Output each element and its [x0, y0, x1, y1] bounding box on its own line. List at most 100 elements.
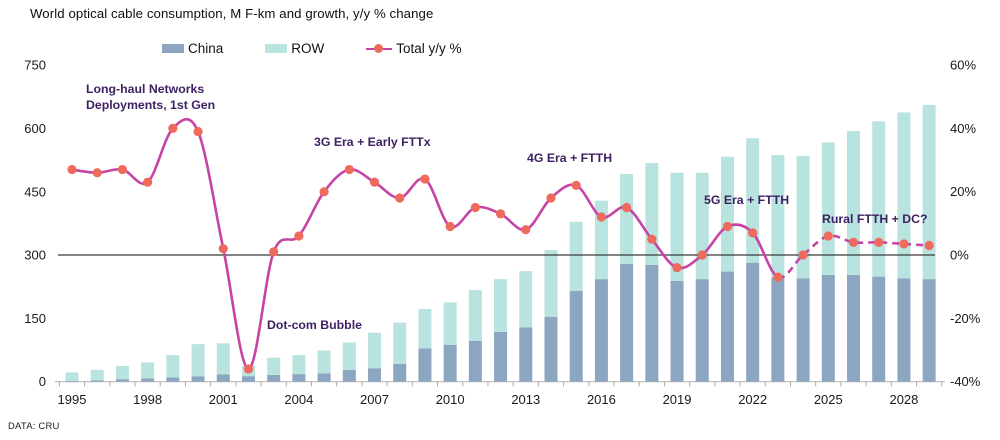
bar-segment-row — [796, 155, 810, 279]
bar-segment-row — [90, 369, 104, 381]
x-axis-tick-label: 2025 — [814, 392, 843, 407]
data-point — [168, 123, 178, 133]
bar-segment-china — [443, 344, 457, 382]
bar-segment-china — [897, 278, 911, 382]
left-axis-tick-label: 750 — [24, 58, 46, 73]
bar-segment-china — [267, 374, 281, 382]
bar-segment-row — [897, 112, 911, 279]
data-point — [218, 244, 228, 254]
data-point — [899, 239, 909, 249]
data-point — [672, 263, 682, 273]
bar-segment-row — [393, 322, 407, 364]
bar-segment-china — [695, 279, 709, 382]
legend-label-china: China — [188, 41, 224, 56]
bar-segment-row — [670, 172, 684, 281]
bar-segment-china — [292, 374, 306, 382]
right-axis-tick-label: 40% — [950, 121, 976, 136]
data-point — [243, 364, 254, 374]
bar-segment-china — [847, 274, 861, 382]
bar-segment-china — [90, 380, 104, 382]
data-point — [269, 247, 279, 257]
legend-label-total-yy: Total y/y % — [396, 41, 462, 56]
data-point — [773, 272, 783, 282]
x-axis-tick-label: 2022 — [738, 392, 767, 407]
right-axis-tick-label: -40% — [950, 374, 981, 389]
data-point — [344, 164, 354, 175]
data-point — [117, 164, 128, 175]
bar-segment-row — [594, 200, 608, 280]
annotation-text: 4G Era + FTTH — [527, 151, 612, 165]
left-axis-tick-label: 0 — [39, 374, 46, 389]
left-axis-tick-label: 450 — [24, 184, 46, 199]
x-axis-tick-label: 2004 — [284, 392, 313, 407]
bar-segment-china — [368, 368, 382, 382]
data-point — [924, 240, 934, 251]
data-point — [874, 237, 884, 247]
data-point — [622, 202, 632, 213]
bar-segment-china — [746, 262, 760, 382]
data-point — [546, 193, 556, 203]
right-axis-tick-label: 0% — [950, 248, 969, 263]
bar-segment-china — [317, 373, 331, 382]
x-axis-tick-label: 2013 — [511, 392, 540, 407]
right-axis-tick-label: 60% — [950, 58, 976, 73]
data-point — [823, 231, 833, 241]
legend-item-china: China — [162, 41, 223, 56]
bar-segment-china — [922, 279, 936, 382]
bar-segment-row — [141, 362, 155, 379]
data-point — [369, 177, 380, 187]
bar-segment-china — [241, 376, 255, 382]
x-axis-tick-label: 2028 — [889, 392, 918, 407]
bar-segment-china — [594, 279, 608, 382]
right-axis-tick-label: 20% — [950, 184, 976, 199]
data-point — [470, 202, 480, 213]
bar-segment-china — [620, 263, 634, 382]
bar-segment-row — [443, 302, 457, 345]
bar-segment-china — [191, 376, 205, 382]
bar-segment-row — [317, 350, 331, 374]
bar-segment-china — [65, 380, 79, 382]
annotation-text: Deployments, 1st Gen — [86, 98, 215, 112]
bar-segment-china — [468, 340, 482, 382]
bar-segment-china — [670, 280, 684, 382]
data-point — [722, 221, 733, 232]
bar-segment-china — [821, 274, 835, 382]
bar-segment-row — [267, 357, 281, 375]
bar-segment-china — [544, 316, 558, 382]
bar-segment-china — [418, 348, 432, 382]
growth-dot-icon — [374, 44, 384, 53]
x-axis-tick-label: 2001 — [209, 392, 238, 407]
bar-segment-china — [720, 271, 734, 382]
bar-segment-row — [191, 344, 205, 377]
data-point — [495, 209, 506, 219]
bar-segment-row — [821, 142, 835, 275]
data-point — [143, 177, 153, 187]
legend-label-row: ROW — [291, 41, 325, 56]
bar-segment-china — [519, 327, 533, 382]
bar-segment-row — [216, 343, 230, 375]
bar-segment-row — [292, 355, 306, 375]
annotation-text: Dot-com Bubble — [267, 318, 362, 332]
right-axis-tick-label: -20% — [950, 311, 981, 326]
data-point — [294, 231, 304, 241]
bar-segment-row — [519, 271, 533, 328]
bar-segment-row — [368, 332, 382, 369]
data-point — [697, 250, 707, 260]
legend: China ROW Total y/y % — [162, 41, 462, 56]
data-point — [67, 164, 77, 175]
bar-segment-china — [796, 278, 810, 382]
data-point — [798, 250, 808, 260]
annotation-text: Rural FTTH + DC? — [822, 212, 928, 226]
x-axis-tick-label: 2007 — [360, 392, 389, 407]
bar-segment-china — [645, 264, 659, 382]
x-axis-tick-label: 1995 — [58, 392, 87, 407]
annotation-text: 3G Era + Early FTTx — [314, 135, 431, 149]
x-axis-tick-label: 1998 — [133, 392, 162, 407]
bar-segment-row — [771, 155, 785, 278]
data-point — [848, 237, 859, 247]
source-note: DATA: CRU — [8, 421, 60, 432]
bar-segment-row — [418, 309, 432, 349]
data-point — [193, 126, 203, 137]
bar-segment-china — [872, 276, 886, 382]
